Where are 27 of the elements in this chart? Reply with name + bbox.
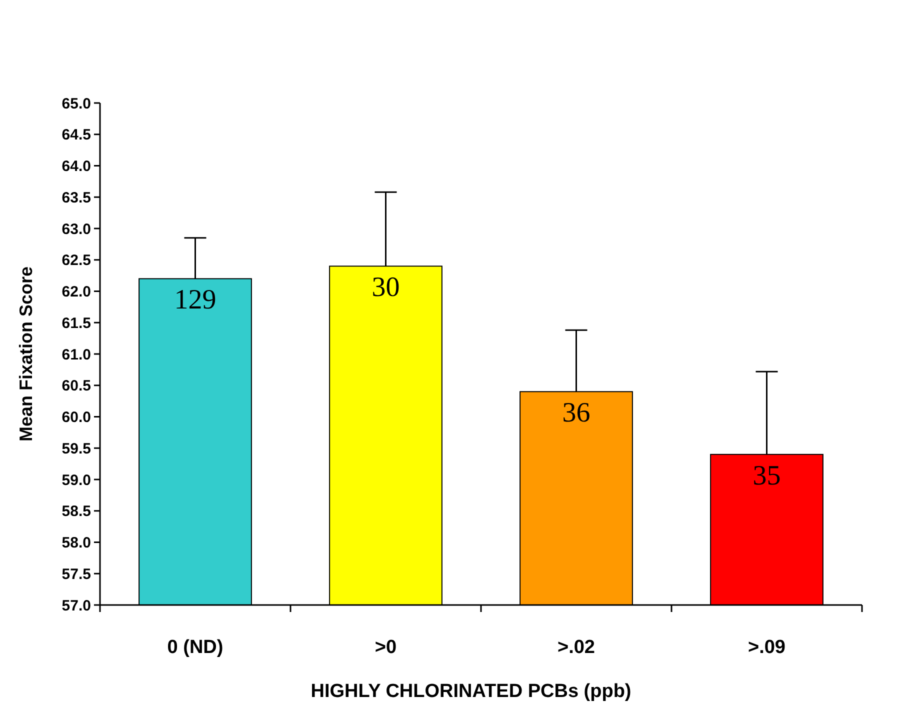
annotation: 36 [562,398,590,429]
y-tick-label: 61.5 [62,314,91,332]
y-tick-label: 60.5 [62,378,91,395]
y-tick-label: 57.5 [62,566,91,583]
y-tick-label: 63.5 [62,189,91,206]
x-axis-title: HIGHLY CHLORINATED PCBs (ppb) [310,681,632,702]
y-tick-label: 58.5 [62,503,91,520]
annotation: 129 [174,284,216,316]
y-tick-label: 59.5 [62,440,91,458]
y-tick-label: 59.0 [62,472,91,489]
x-tick-label: >.02 [557,637,596,658]
x-tick-label: >0 [374,637,397,658]
x-tick-label: 0 (ND) [167,637,224,658]
y-axis-title: Mean Fixation Score [16,266,36,442]
y-tick-label: 57.0 [62,597,91,614]
y-tick-label: 61.0 [62,346,91,364]
y-tick-label: 62.5 [62,252,91,270]
annotation: 35 [752,460,781,492]
y-tick-label: 63.0 [62,220,91,238]
annotation: 30 [372,272,400,304]
y-tick-label: 65.0 [62,95,91,112]
y-tick-label: 64.5 [62,126,91,144]
y-tick-label: 64.0 [62,158,91,175]
x-tick-label: >.09 [748,637,786,658]
y-tick-label: 62.0 [62,284,91,300]
y-tick-label: 60.0 [62,409,91,426]
y-tick-label: 58.0 [62,534,91,552]
